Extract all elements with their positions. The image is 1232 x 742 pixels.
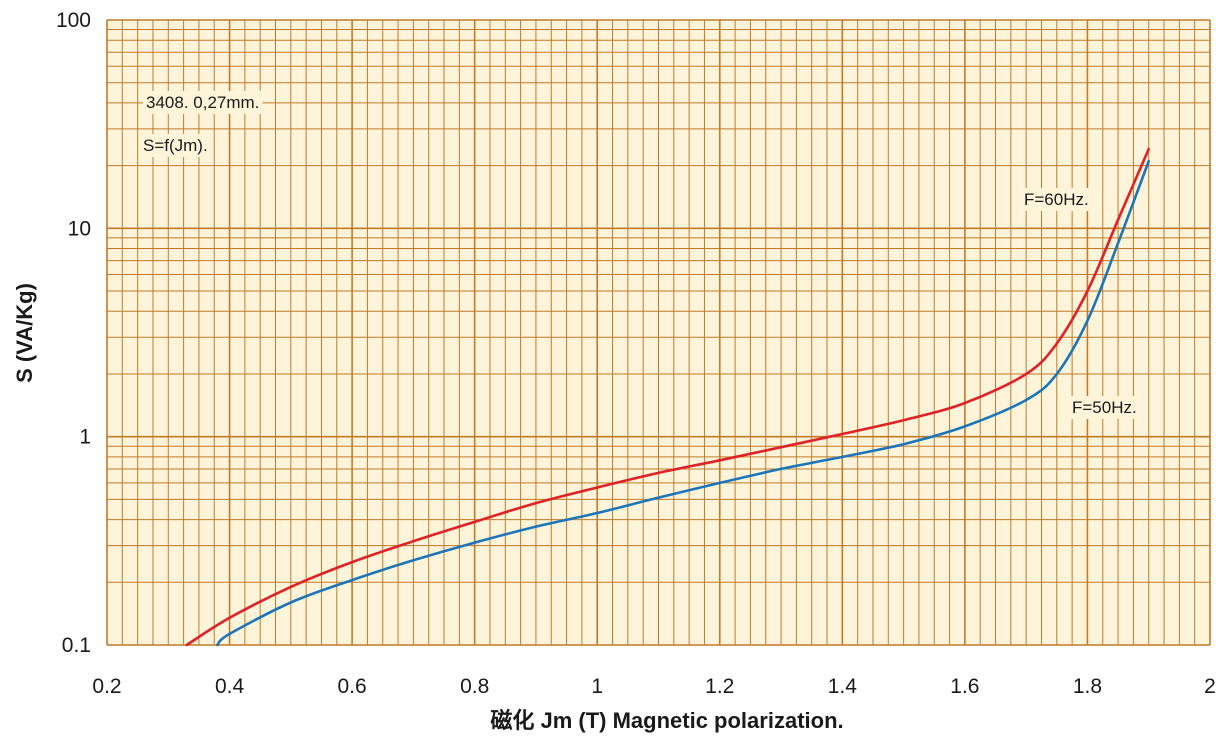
legend-label-60hz-bg: [1021, 188, 1092, 211]
x-tick-label: 0.2: [92, 675, 121, 698]
legend-label-50hz: F=50Hz.: [1072, 398, 1137, 417]
x-tick-label: 0.8: [460, 675, 489, 698]
x-tick-label: 0.6: [338, 675, 367, 698]
x-tick-label: 1.8: [1073, 675, 1102, 698]
y-tick-label: 10: [68, 217, 91, 240]
y-tick-label: 0.1: [62, 634, 91, 657]
x-tick-label: 1.2: [705, 675, 734, 698]
y-tick-label: 1: [79, 426, 91, 449]
annotations: 3408. 0,27mm. S=f(Jm). F=60Hz. F=50Hz.: [140, 91, 1140, 419]
x-tick-label: 1.6: [950, 675, 979, 698]
legend-label-50hz-bg: [1069, 396, 1140, 419]
y-tick-label: 100: [56, 9, 91, 32]
annotation-material: 3408. 0,27mm.: [146, 93, 259, 112]
series-50hz-line: [216, 159, 1150, 647]
annotation-material-bg: [143, 91, 263, 114]
x-tick-label: 0.4: [215, 675, 245, 698]
annotation-function: S=f(Jm).: [143, 136, 208, 155]
x-tick-label: 1: [591, 675, 603, 698]
annotation-function-group: S=f(Jm).: [140, 134, 211, 157]
x-tick-labels: 0.2 0.4 0.6 0.8 1 1.2 1.4 1.6 1.8 2: [92, 675, 1215, 698]
legend-label-60hz-group: F=60Hz.: [1021, 188, 1092, 211]
grid-lines: [106, 19, 1211, 646]
x-tick-label: 2: [1204, 675, 1216, 698]
x-axis-label: 磁化 Jm (T) Magnetic polarization.: [490, 708, 843, 733]
annotation-material-group: 3408. 0,27mm.: [143, 91, 263, 114]
y-axis-label: S (VA/Kg): [12, 283, 37, 383]
legend-label-50hz-group: F=50Hz.: [1069, 396, 1140, 419]
series-lines: [185, 147, 1150, 647]
legend-label-60hz: F=60Hz.: [1024, 190, 1089, 209]
annotation-function-bg: [140, 134, 211, 157]
x-tick-label: 1.4: [828, 675, 858, 698]
series-60hz-line: [185, 147, 1150, 647]
y-tick-labels: 0.1 1 10 100: [56, 9, 91, 657]
